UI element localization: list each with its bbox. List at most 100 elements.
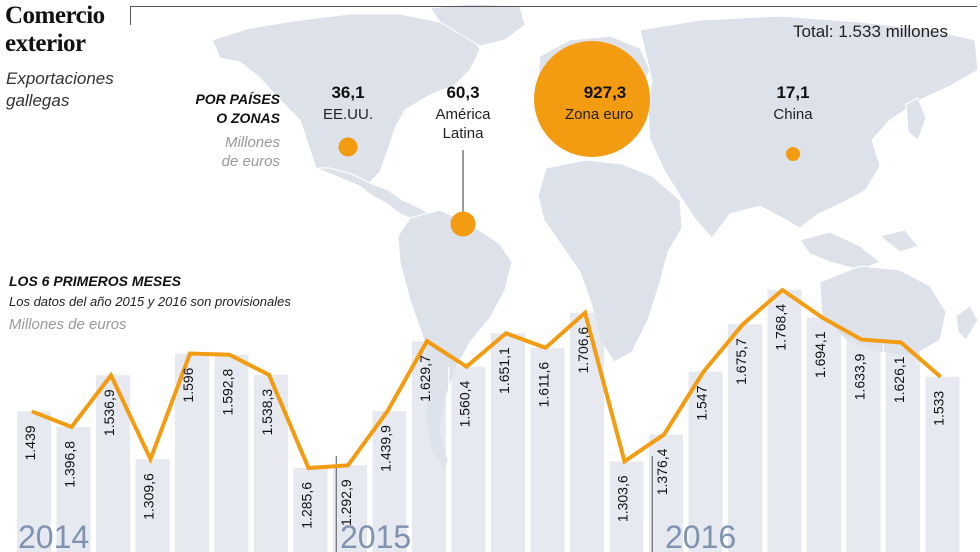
data-point-8 bbox=[347, 464, 349, 466]
data-point-17 bbox=[703, 371, 704, 373]
title-bracket bbox=[130, 6, 977, 25]
data-label-11: 1.560,4 bbox=[457, 380, 473, 427]
data-point-16 bbox=[663, 434, 665, 436]
data-label-14: 1.706,6 bbox=[575, 327, 591, 374]
data-point-5 bbox=[229, 354, 230, 356]
data-label-18: 1.675,7 bbox=[733, 338, 749, 385]
region-value-usa: 36,1 bbox=[331, 83, 365, 102]
column-10 bbox=[412, 341, 446, 552]
region-name-china: China bbox=[773, 106, 813, 123]
data-label-23: 1.533 bbox=[931, 391, 947, 426]
data-label-5: 1.592,8 bbox=[220, 369, 236, 416]
column-13 bbox=[530, 347, 565, 552]
map-heading-line2: O ZONAS bbox=[216, 110, 280, 126]
data-point-0 bbox=[31, 410, 33, 412]
data-point-7 bbox=[308, 467, 309, 469]
series-line bbox=[31, 287, 942, 471]
data-point-14 bbox=[584, 312, 586, 314]
region-name-latam-line1: América bbox=[435, 106, 491, 123]
column-11 bbox=[451, 366, 486, 552]
bubble-usa bbox=[338, 137, 358, 157]
column-14 bbox=[570, 312, 604, 552]
column-1 bbox=[56, 427, 91, 552]
region-value-china: 17,1 bbox=[776, 83, 810, 102]
data-point-3 bbox=[150, 458, 151, 460]
map-heading-line1: POR PAÍSES bbox=[195, 91, 280, 107]
data-point-18 bbox=[742, 323, 744, 325]
data-label-7: 1.285,6 bbox=[299, 482, 315, 529]
total-label: Total: 1.533 millones bbox=[793, 22, 948, 41]
data-label-9: 1.439,9 bbox=[378, 425, 394, 472]
column-8 bbox=[333, 465, 367, 552]
data-point-11 bbox=[466, 366, 467, 368]
data-label-2: 1.536,9 bbox=[101, 389, 117, 436]
data-label-1: 1.396,8 bbox=[62, 441, 78, 488]
year-label-2015: 2015 bbox=[340, 519, 411, 552]
column-20 bbox=[807, 317, 841, 552]
subtitle-line1: Exportaciones bbox=[6, 69, 114, 88]
page-title-line2: exterior bbox=[5, 30, 86, 57]
map-unit-line2: de euros bbox=[221, 153, 280, 170]
data-label-3: 1.309,6 bbox=[141, 473, 157, 520]
world-map bbox=[211, 3, 979, 472]
data-label-12: 1.651,1 bbox=[496, 347, 512, 394]
data-label-13: 1.611,6 bbox=[536, 362, 552, 408]
bubble-china bbox=[786, 147, 800, 161]
data-point-6 bbox=[268, 374, 270, 376]
data-label-17: 1.547 bbox=[694, 385, 710, 420]
map-heading: POR PAÍSES O ZONAS bbox=[150, 90, 280, 128]
chart-columns bbox=[17, 290, 960, 552]
map-unit-line1: Millones bbox=[224, 134, 280, 151]
data-point-10 bbox=[426, 340, 428, 342]
data-point-1 bbox=[71, 426, 72, 428]
chart-section-unit: Millones de euros bbox=[9, 316, 127, 333]
data-label-6: 1.538,3 bbox=[259, 389, 275, 436]
column-21 bbox=[846, 339, 881, 552]
data-label-20: 1.694,1 bbox=[812, 331, 828, 378]
data-label-8: 1.292,9 bbox=[338, 479, 354, 526]
column-23 bbox=[925, 376, 960, 552]
bubble-latam bbox=[450, 211, 476, 237]
data-point-23 bbox=[940, 376, 941, 378]
column-9 bbox=[372, 411, 407, 552]
region-name-usa: EE.UU. bbox=[322, 106, 373, 123]
column-0 bbox=[17, 411, 51, 552]
column-15 bbox=[609, 461, 644, 552]
data-point-4 bbox=[189, 353, 191, 355]
column-17 bbox=[688, 371, 723, 552]
map-bubbles bbox=[338, 41, 800, 237]
data-label-22: 1.626,1 bbox=[891, 356, 907, 403]
subtitle-line2: gallegas bbox=[6, 91, 70, 110]
data-label-15: 1.303,6 bbox=[615, 475, 631, 522]
data-point-22 bbox=[900, 341, 902, 343]
chart-section-title: LOS 6 PRIMEROS MESES bbox=[9, 273, 181, 289]
data-point-9 bbox=[387, 410, 388, 412]
data-label-16: 1.376,4 bbox=[654, 448, 670, 495]
data-point-12 bbox=[505, 332, 507, 334]
year-label-2016: 2016 bbox=[665, 519, 736, 552]
year-label-2014: 2014 bbox=[18, 519, 89, 552]
bubble-eurozone bbox=[534, 41, 650, 157]
data-labels: 1.439 1.396,8 1.536,9 1.309,6 1.596 1.592,8 1.… bbox=[22, 304, 947, 529]
data-point-21 bbox=[861, 339, 862, 341]
column-18 bbox=[728, 324, 762, 552]
chart-section-note: Los datos del año 2015 y 2016 son provis… bbox=[9, 294, 291, 309]
data-point-20 bbox=[821, 316, 823, 318]
column-16 bbox=[649, 434, 683, 552]
year-labels: 2014 2015 2016 bbox=[18, 519, 736, 552]
page-title-line1: Comercio bbox=[5, 2, 105, 29]
map-unit: Millones de euros bbox=[150, 133, 280, 171]
data-point-2 bbox=[110, 374, 112, 376]
region-value-eurozone: 927,3 bbox=[583, 83, 627, 102]
data-point-13 bbox=[545, 347, 546, 349]
data-label-0: 1.439 bbox=[22, 425, 38, 460]
column-7 bbox=[293, 468, 328, 552]
region-name-eurozone: Zona euro bbox=[565, 106, 634, 123]
year-dividers bbox=[335, 456, 653, 552]
subtitle-block: Exportaciones gallegas bbox=[6, 68, 114, 112]
column-5 bbox=[214, 354, 249, 552]
title-block: Comercio exterior bbox=[5, 2, 105, 58]
chart-series bbox=[31, 287, 942, 471]
